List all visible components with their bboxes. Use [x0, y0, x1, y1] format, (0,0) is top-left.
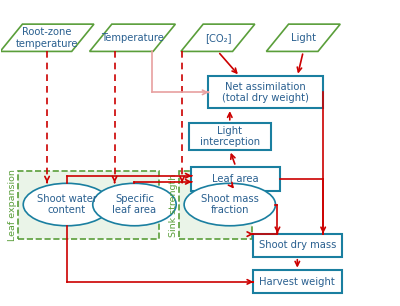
Polygon shape [0, 24, 94, 51]
FancyBboxPatch shape [18, 171, 159, 239]
FancyBboxPatch shape [191, 167, 280, 191]
Polygon shape [266, 24, 340, 51]
FancyBboxPatch shape [253, 234, 342, 257]
Text: Leaf expansion: Leaf expansion [8, 169, 18, 241]
Ellipse shape [23, 183, 111, 226]
FancyBboxPatch shape [253, 271, 342, 293]
Text: Shoot water
content: Shoot water content [37, 194, 97, 215]
Text: Shoot mass
fraction: Shoot mass fraction [201, 194, 259, 215]
Text: Sink strength: Sink strength [169, 174, 178, 237]
Ellipse shape [93, 183, 176, 226]
Text: Light: Light [291, 33, 316, 43]
Text: Specific
leaf area: Specific leaf area [112, 194, 156, 215]
FancyBboxPatch shape [208, 76, 323, 108]
FancyBboxPatch shape [189, 123, 270, 150]
FancyBboxPatch shape [179, 171, 252, 239]
Text: [CO₂]: [CO₂] [205, 33, 231, 43]
Text: Net assimilation
(total dry weight): Net assimilation (total dry weight) [222, 82, 309, 103]
Text: Harvest weight: Harvest weight [260, 277, 335, 287]
Text: Temperature: Temperature [101, 33, 164, 43]
Text: Leaf area: Leaf area [212, 174, 259, 184]
Ellipse shape [184, 183, 276, 226]
Text: Shoot dry mass: Shoot dry mass [259, 241, 336, 251]
Polygon shape [90, 24, 175, 51]
Text: Light
interception: Light interception [200, 125, 260, 147]
Text: Root-zone
temperature: Root-zone temperature [16, 27, 78, 49]
Polygon shape [181, 24, 255, 51]
